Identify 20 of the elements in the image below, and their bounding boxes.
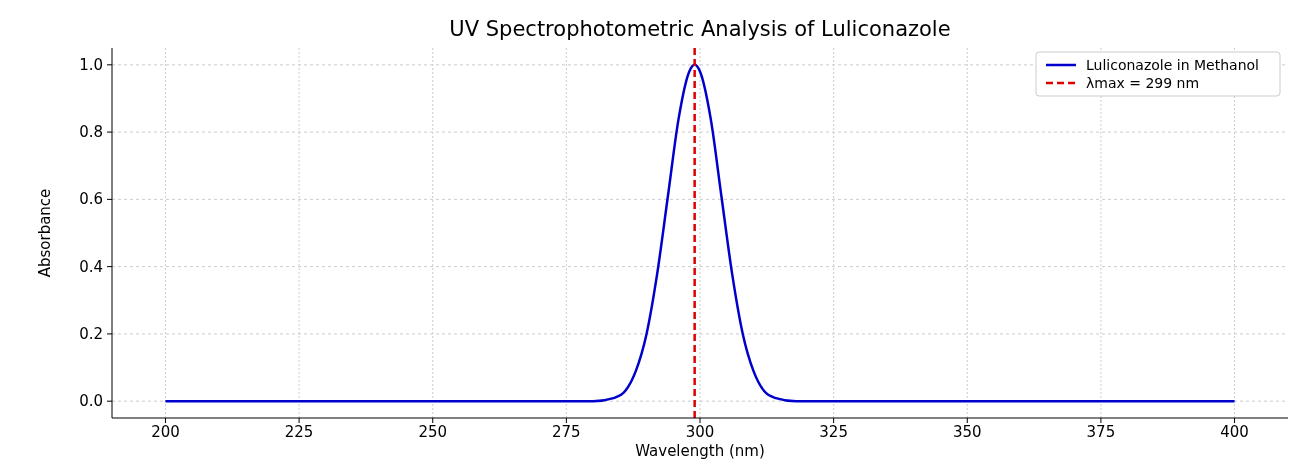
x-axis-title: Wavelength (nm) xyxy=(635,442,765,460)
x-tick-label: 200 xyxy=(151,423,180,441)
y-tick-label: 0.0 xyxy=(79,392,103,411)
x-tick-label: 325 xyxy=(819,423,848,441)
x-tick-label: 250 xyxy=(418,423,448,441)
y-axis-title: Absorbance xyxy=(36,188,54,278)
y-tick-label: 0.4 xyxy=(79,257,103,276)
x-tick-label: 275 xyxy=(552,423,581,441)
legend-label: Luliconazole in Methanol xyxy=(1086,57,1259,73)
y-tick-label: 1.0 xyxy=(79,55,103,74)
y-tick-label: 0.2 xyxy=(79,324,103,343)
y-tick-label: 0.8 xyxy=(79,123,103,142)
x-tick-label: 400 xyxy=(1220,423,1249,441)
x-tick-label: 300 xyxy=(685,423,715,441)
x-tick-label: 350 xyxy=(952,423,982,441)
x-tick-label: 225 xyxy=(284,423,314,441)
x-tick-label: 375 xyxy=(1086,423,1116,441)
chart-title: UV Spectrophotometric Analysis of Luliconazole xyxy=(449,17,951,41)
legend-label: λmax = 299 nm xyxy=(1086,75,1200,91)
y-tick-label: 0.6 xyxy=(79,190,103,209)
